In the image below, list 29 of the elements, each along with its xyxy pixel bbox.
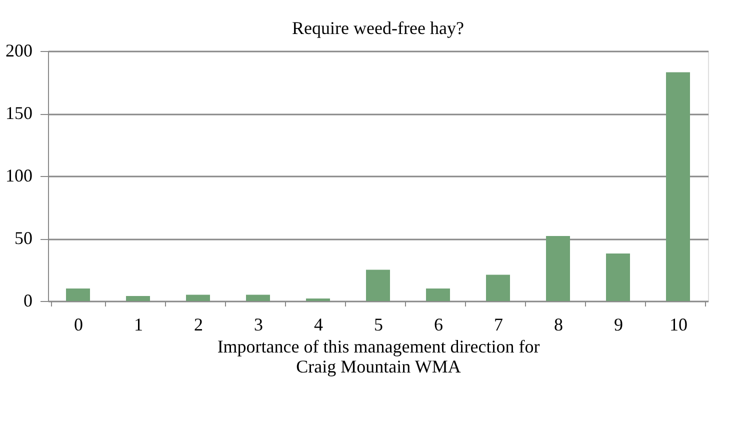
bar (486, 274, 510, 301)
x-tick-label: 9 (614, 314, 623, 334)
bar (66, 288, 90, 301)
x-tick-label: 1 (134, 314, 143, 334)
bar (366, 270, 390, 301)
bar (246, 294, 270, 301)
y-tick-label: 0 (24, 290, 32, 310)
x-tick-label: 10 (670, 314, 688, 334)
x-tick-label: 2 (194, 314, 203, 334)
chart-title: Require weed-free hay? (292, 18, 464, 38)
y-tick-label: 200 (6, 40, 32, 60)
bar (606, 254, 630, 301)
x-tick-label: 4 (314, 314, 323, 334)
x-tick-label: 3 (254, 314, 263, 334)
x-tick-label: 0 (74, 314, 83, 334)
bar (546, 236, 570, 301)
x-tick-label: 5 (374, 314, 383, 334)
x-tick-label: 7 (494, 314, 503, 334)
bar (666, 72, 690, 301)
text: Importance of this management direction for (217, 336, 540, 356)
bar (426, 288, 450, 301)
y-tick-label: 50 (14, 228, 32, 248)
text: Craig Mountain WMA (296, 356, 461, 376)
x-tick-label: 8 (554, 314, 563, 334)
y-tick-label: 100 (6, 166, 32, 186)
x-tick-label: 6 (434, 314, 443, 334)
y-tick-label: 150 (6, 103, 32, 123)
bar (126, 296, 150, 301)
bar (186, 294, 210, 301)
